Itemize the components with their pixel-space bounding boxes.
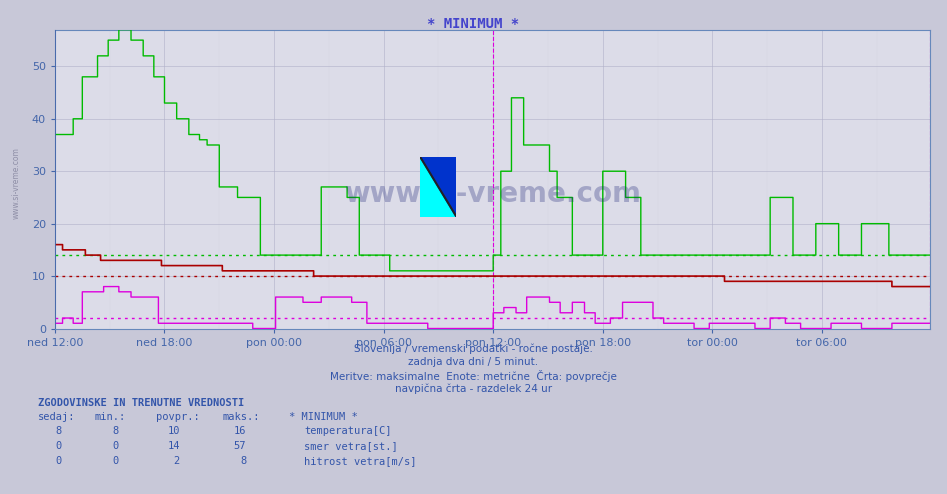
Text: * MINIMUM *: * MINIMUM *	[427, 17, 520, 31]
Text: 0: 0	[112, 441, 118, 451]
Text: sedaj:: sedaj:	[38, 412, 76, 421]
Polygon shape	[420, 157, 456, 216]
Text: 0: 0	[55, 441, 62, 451]
Text: hitrost vetra[m/s]: hitrost vetra[m/s]	[304, 456, 417, 466]
Text: maks.:: maks.:	[223, 412, 260, 421]
Text: temperatura[C]: temperatura[C]	[304, 426, 391, 436]
Text: 8: 8	[240, 456, 246, 466]
Text: 0: 0	[112, 456, 118, 466]
Text: Meritve: maksimalne  Enote: metrične  Črta: povprečje: Meritve: maksimalne Enote: metrične Črta…	[331, 370, 616, 382]
Text: povpr.:: povpr.:	[156, 412, 200, 421]
Text: min.:: min.:	[95, 412, 126, 421]
Text: 2: 2	[173, 456, 180, 466]
Text: zadnja dva dni / 5 minut.: zadnja dva dni / 5 minut.	[408, 357, 539, 367]
Text: Slovenija / vremenski podatki - ročne postaje.: Slovenija / vremenski podatki - ročne po…	[354, 343, 593, 354]
Text: ZGODOVINSKE IN TRENUTNE VREDNOSTI: ZGODOVINSKE IN TRENUTNE VREDNOSTI	[38, 398, 244, 408]
Text: www.si-vreme.com: www.si-vreme.com	[344, 180, 641, 208]
Text: 8: 8	[55, 426, 62, 436]
Text: 14: 14	[168, 441, 180, 451]
Text: smer vetra[st.]: smer vetra[st.]	[304, 441, 398, 451]
Text: www.si-vreme.com: www.si-vreme.com	[11, 147, 21, 219]
Text: 16: 16	[234, 426, 246, 436]
Text: * MINIMUM *: * MINIMUM *	[289, 412, 358, 421]
Text: 57: 57	[234, 441, 246, 451]
Text: 0: 0	[55, 456, 62, 466]
Text: 10: 10	[168, 426, 180, 436]
Polygon shape	[420, 157, 456, 216]
Text: navpična črta - razdelek 24 ur: navpična črta - razdelek 24 ur	[395, 383, 552, 394]
Text: 8: 8	[112, 426, 118, 436]
